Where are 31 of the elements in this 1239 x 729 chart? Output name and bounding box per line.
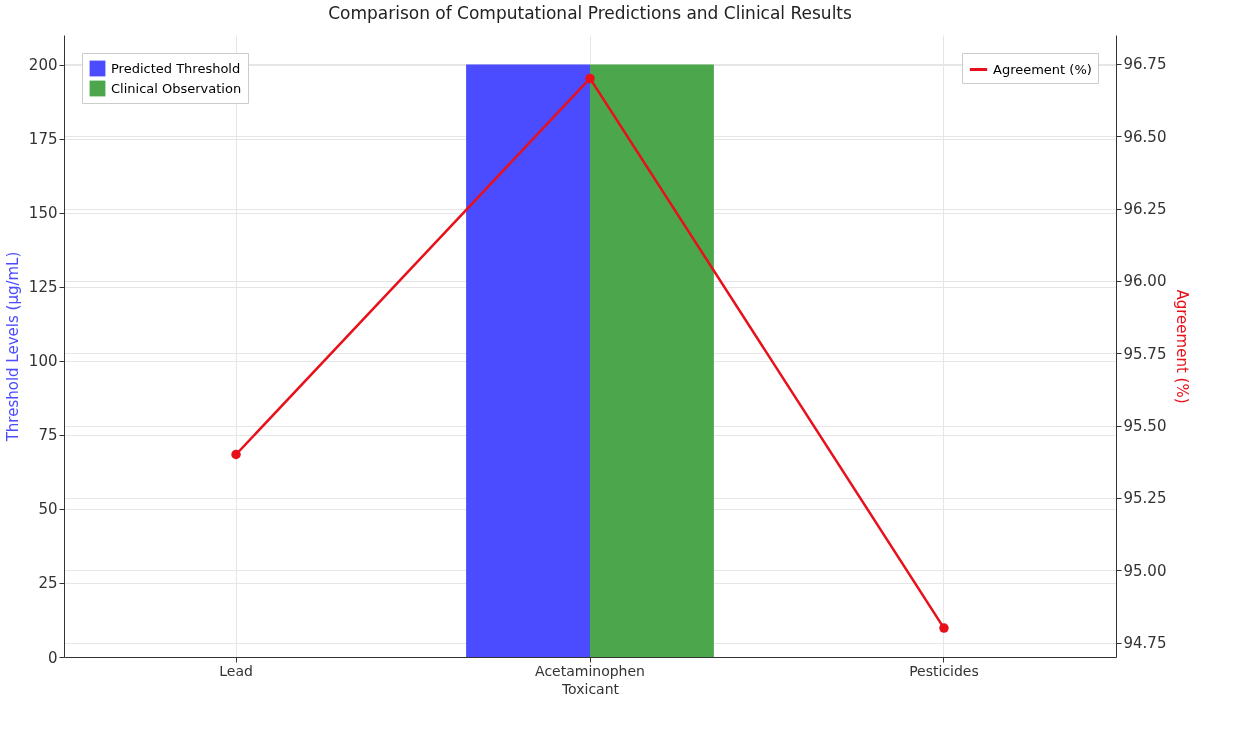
x-tick-label: Lead: [219, 662, 253, 679]
y-tick-label: 125: [28, 278, 58, 297]
y-tick-label: 150: [28, 204, 58, 223]
x-tick-label: Acetaminophen: [535, 662, 645, 679]
legend-label: Predicted Threshold: [111, 60, 241, 76]
y2-tick-label: 96.50: [1123, 127, 1167, 146]
y-tick-label: 25: [38, 574, 58, 593]
point: [939, 623, 949, 633]
y2-tick-label: 96.00: [1123, 272, 1167, 291]
y2-tick-label: 96.75: [1123, 55, 1167, 74]
y2-tick-label: 95.75: [1123, 344, 1167, 363]
point: [585, 73, 595, 84]
y-tick-label: 75: [38, 426, 58, 445]
legend-label: Agreement (%): [993, 61, 1092, 77]
y2-tick-label: 94.75: [1123, 634, 1167, 653]
x-tick-label: Pesticides: [909, 662, 979, 679]
y-tick-label: 0: [47, 648, 58, 667]
y2-tick-label: 95.50: [1123, 417, 1167, 436]
y-tick-label: 50: [38, 500, 58, 519]
y-axis-title: Threshold Levels (µg/mL): [3, 251, 22, 443]
y2-tick-label: 95.00: [1123, 561, 1167, 580]
y-tick-label: 100: [28, 352, 58, 371]
point: [231, 449, 241, 460]
y2-tick-label: 95.25: [1123, 489, 1167, 508]
y2-tick-label: 96.25: [1123, 200, 1167, 219]
legend-label: Clinical Observation: [111, 80, 242, 96]
chart-title: Comparison of Computational Predictions and Clinical Results: [328, 3, 853, 23]
x-axis-title: Toxicant: [560, 680, 620, 697]
y-tick-label: 175: [28, 130, 58, 149]
y-tick-label: 200: [28, 56, 58, 75]
y2-axis-title: Agreement (%): [1173, 289, 1192, 404]
